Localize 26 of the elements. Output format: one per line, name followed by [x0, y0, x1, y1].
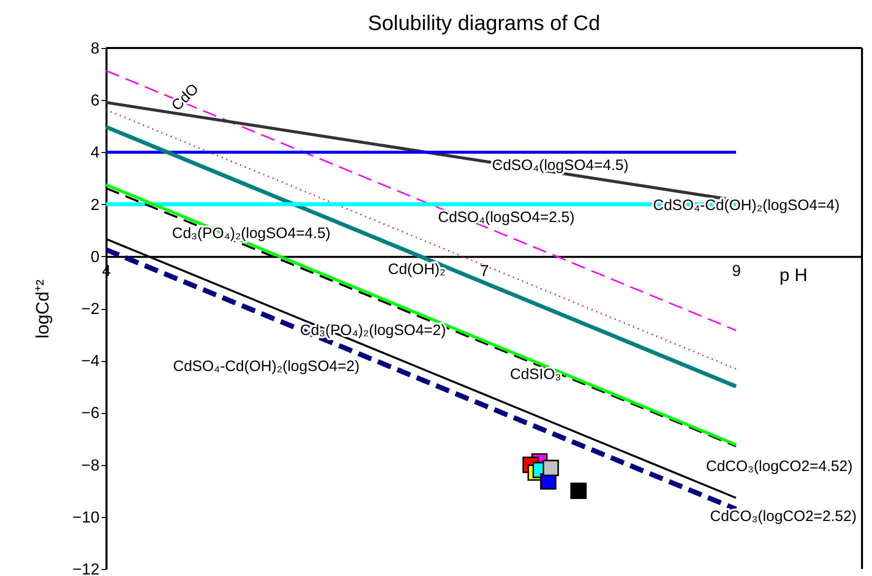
annotation: CdSO₄(logSO4=2.5) — [438, 209, 575, 226]
y-tick-label: −4 — [81, 353, 100, 370]
y-tick-label: −10 — [72, 509, 100, 526]
y-tick-label: 4 — [90, 144, 100, 162]
annotation: CdSIO₃ — [510, 366, 562, 383]
x-tick-label: 7 — [480, 262, 490, 280]
y-tick-label: −12 — [72, 562, 100, 576]
point — [570, 482, 587, 500]
y-axis-title: logCd⁺² — [32, 279, 52, 339]
point — [542, 460, 559, 476]
x-tick-label: 9 — [732, 262, 742, 280]
annotation: CdSO₄-Cd(OH)₂(logSO4=4) — [653, 197, 840, 214]
y-tick-label: 8 — [90, 40, 100, 58]
y-tick-label: −6 — [81, 405, 100, 422]
y-tick-label: −2 — [81, 301, 100, 318]
y-tick-label: 6 — [90, 92, 100, 110]
y-tick-label: −8 — [81, 457, 100, 474]
annotation: CdO — [168, 80, 202, 114]
y-tick-label: 0 — [90, 248, 100, 266]
x-axis-title: p H — [779, 264, 808, 285]
y-tick-label: 2 — [90, 196, 100, 214]
annotation: Cd(OH)₂ — [388, 261, 446, 278]
annotation: CdCO₃(logCO2=2.52) — [710, 508, 857, 525]
chart-title: Solubility diagrams of Cd — [368, 12, 600, 35]
annotation: CdSO₄-Cd(OH)₂(logSO4=2) — [173, 358, 360, 375]
annotation: CdCO₃(logCO2=4.52) — [706, 458, 853, 475]
